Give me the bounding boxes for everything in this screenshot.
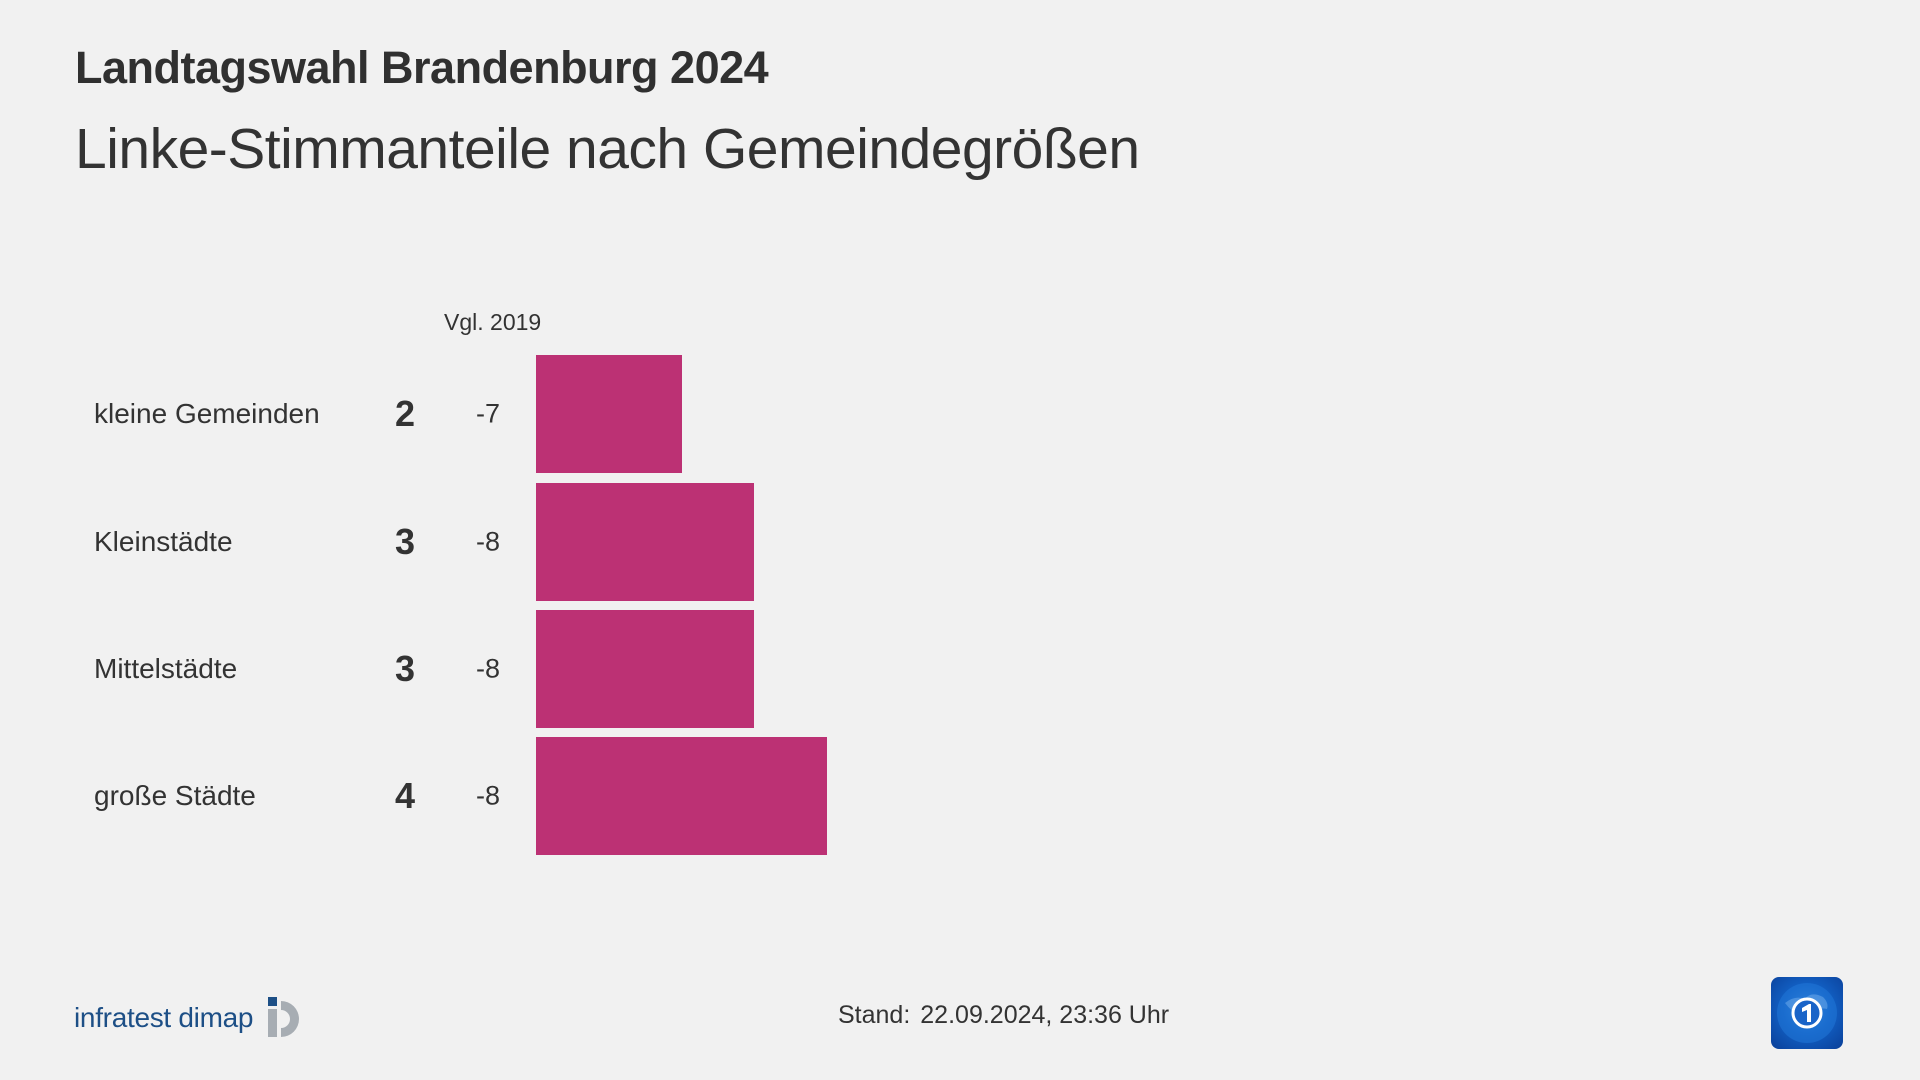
share-value: 2 bbox=[394, 393, 415, 434]
bar bbox=[536, 610, 755, 728]
share-value: 4 bbox=[394, 775, 415, 816]
chart-subtitle: Linke-Stimmanteile nach Gemeindegrößen bbox=[75, 117, 1140, 181]
infratest-dimap-logo: infratest dimap bbox=[74, 995, 311, 1041]
infratest-dimap-mark-icon bbox=[268, 997, 300, 1037]
category-label: Kleinstädte bbox=[94, 526, 233, 557]
bar bbox=[536, 483, 755, 601]
share-value: 3 bbox=[394, 648, 415, 689]
stand-value: 22.09.2024, 23:36 Uhr bbox=[920, 1001, 1170, 1029]
stand-label: Stand: bbox=[838, 1001, 911, 1029]
bar-row: Kleinstädte 3 -8 bbox=[0, 483, 1920, 601]
category-label: Mittelstädte bbox=[94, 653, 238, 684]
change-value: -7 bbox=[475, 398, 500, 429]
change-value: -8 bbox=[475, 526, 500, 557]
chart-title: Landtagswahl Brandenburg 2024 bbox=[75, 42, 769, 93]
source-brand: infratest dimap bbox=[74, 1002, 254, 1033]
tagesschau-globe-icon bbox=[1771, 977, 1843, 1049]
change-value: -8 bbox=[475, 780, 500, 811]
category-label: große Städte bbox=[94, 780, 256, 811]
timestamp: Stand: 22.09.2024, 23:36 Uhr bbox=[838, 1001, 1169, 1030]
change-value: -8 bbox=[475, 653, 500, 684]
share-value: 3 bbox=[394, 521, 415, 562]
bar-row: kleine Gemeinden 2 -7 bbox=[0, 355, 1920, 473]
bar bbox=[536, 737, 828, 855]
bar-row: große Städte 4 -8 bbox=[0, 737, 1920, 855]
das-erste-logo-icon bbox=[1777, 983, 1837, 1043]
bar bbox=[536, 355, 682, 473]
comparison-column-header: Vgl. 2019 bbox=[444, 309, 542, 335]
bar-row: Mittelstädte 3 -8 bbox=[0, 610, 1920, 728]
category-label: kleine Gemeinden bbox=[94, 398, 320, 429]
